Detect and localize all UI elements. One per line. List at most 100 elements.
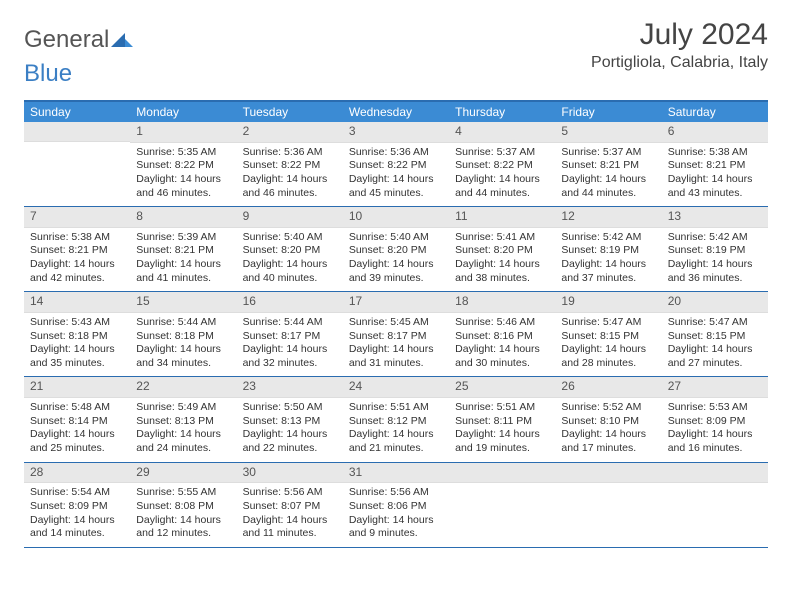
day-cell: 3Sunrise: 5:36 AMSunset: 8:22 PMDaylight… [343,122,449,206]
day-header: Monday [130,102,236,122]
day-number: 17 [343,292,449,313]
sunset-text: Sunset: 8:09 PM [668,415,762,429]
title-block: July 2024 Portigliola, Calabria, Italy [591,18,768,72]
day-info: Sunrise: 5:53 AMSunset: 8:09 PMDaylight:… [662,398,768,462]
daylight-text: Daylight: 14 hours and 31 minutes. [349,343,443,370]
sunset-text: Sunset: 8:21 PM [30,244,124,258]
sunset-text: Sunset: 8:17 PM [349,330,443,344]
logo: GeneralBlue [24,18,133,88]
daylight-text: Daylight: 14 hours and 25 minutes. [30,428,124,455]
sunrise-text: Sunrise: 5:42 AM [668,231,762,245]
day-cell: 5Sunrise: 5:37 AMSunset: 8:21 PMDaylight… [555,122,661,206]
day-number: 28 [24,463,130,484]
sunrise-text: Sunrise: 5:49 AM [136,401,230,415]
sunrise-text: Sunrise: 5:39 AM [136,231,230,245]
day-number: 7 [24,207,130,228]
sunrise-text: Sunrise: 5:56 AM [349,486,443,500]
sunrise-text: Sunrise: 5:35 AM [136,146,230,160]
sunrise-text: Sunrise: 5:54 AM [30,486,124,500]
daylight-text: Daylight: 14 hours and 37 minutes. [561,258,655,285]
daylight-text: Daylight: 14 hours and 39 minutes. [349,258,443,285]
daylight-text: Daylight: 14 hours and 40 minutes. [243,258,337,285]
day-info: Sunrise: 5:44 AMSunset: 8:17 PMDaylight:… [237,313,343,377]
day-cell [449,463,555,547]
day-cell: 8Sunrise: 5:39 AMSunset: 8:21 PMDaylight… [130,207,236,291]
day-info: Sunrise: 5:42 AMSunset: 8:19 PMDaylight:… [555,228,661,292]
day-number: 26 [555,377,661,398]
daylight-text: Daylight: 14 hours and 34 minutes. [136,343,230,370]
day-cell: 26Sunrise: 5:52 AMSunset: 8:10 PMDayligh… [555,377,661,461]
daylight-text: Daylight: 14 hours and 9 minutes. [349,514,443,541]
day-number [662,463,768,483]
sunset-text: Sunset: 8:21 PM [136,244,230,258]
day-cell: 12Sunrise: 5:42 AMSunset: 8:19 PMDayligh… [555,207,661,291]
sunrise-text: Sunrise: 5:38 AM [30,231,124,245]
week-row: 1Sunrise: 5:35 AMSunset: 8:22 PMDaylight… [24,122,768,207]
sunrise-text: Sunrise: 5:42 AM [561,231,655,245]
day-cell: 19Sunrise: 5:47 AMSunset: 8:15 PMDayligh… [555,292,661,376]
day-info: Sunrise: 5:38 AMSunset: 8:21 PMDaylight:… [662,143,768,207]
weeks-container: 1Sunrise: 5:35 AMSunset: 8:22 PMDaylight… [24,122,768,548]
day-number: 23 [237,377,343,398]
daylight-text: Daylight: 14 hours and 45 minutes. [349,173,443,200]
day-cell: 18Sunrise: 5:46 AMSunset: 8:16 PMDayligh… [449,292,555,376]
day-info: Sunrise: 5:35 AMSunset: 8:22 PMDaylight:… [130,143,236,207]
day-info: Sunrise: 5:36 AMSunset: 8:22 PMDaylight:… [343,143,449,207]
daylight-text: Daylight: 14 hours and 44 minutes. [561,173,655,200]
day-number [24,122,130,142]
day-cell: 15Sunrise: 5:44 AMSunset: 8:18 PMDayligh… [130,292,236,376]
day-info: Sunrise: 5:38 AMSunset: 8:21 PMDaylight:… [24,228,130,292]
day-cell: 30Sunrise: 5:56 AMSunset: 8:07 PMDayligh… [237,463,343,547]
day-cell: 23Sunrise: 5:50 AMSunset: 8:13 PMDayligh… [237,377,343,461]
daylight-text: Daylight: 14 hours and 28 minutes. [561,343,655,370]
day-cell: 20Sunrise: 5:47 AMSunset: 8:15 PMDayligh… [662,292,768,376]
day-number: 3 [343,122,449,143]
day-cell: 22Sunrise: 5:49 AMSunset: 8:13 PMDayligh… [130,377,236,461]
day-header: Sunday [24,102,130,122]
sunset-text: Sunset: 8:16 PM [455,330,549,344]
sunset-text: Sunset: 8:19 PM [668,244,762,258]
day-info: Sunrise: 5:51 AMSunset: 8:11 PMDaylight:… [449,398,555,462]
day-number: 20 [662,292,768,313]
sunset-text: Sunset: 8:20 PM [243,244,337,258]
day-number: 29 [130,463,236,484]
header: GeneralBlue July 2024 Portigliola, Calab… [24,18,768,88]
sunset-text: Sunset: 8:22 PM [455,159,549,173]
day-cell: 1Sunrise: 5:35 AMSunset: 8:22 PMDaylight… [130,122,236,206]
day-info: Sunrise: 5:47 AMSunset: 8:15 PMDaylight:… [662,313,768,377]
sunset-text: Sunset: 8:18 PM [136,330,230,344]
logo-text: GeneralBlue [24,26,133,88]
sunset-text: Sunset: 8:22 PM [243,159,337,173]
sunrise-text: Sunrise: 5:36 AM [243,146,337,160]
sunrise-text: Sunrise: 5:56 AM [243,486,337,500]
day-cell [24,122,130,206]
sunset-text: Sunset: 8:18 PM [30,330,124,344]
daylight-text: Daylight: 14 hours and 30 minutes. [455,343,549,370]
day-header: Wednesday [343,102,449,122]
sunrise-text: Sunrise: 5:51 AM [455,401,549,415]
sunrise-text: Sunrise: 5:36 AM [349,146,443,160]
daylight-text: Daylight: 14 hours and 46 minutes. [243,173,337,200]
calendar: Sunday Monday Tuesday Wednesday Thursday… [24,100,768,548]
day-number: 11 [449,207,555,228]
day-cell: 4Sunrise: 5:37 AMSunset: 8:22 PMDaylight… [449,122,555,206]
day-cell: 21Sunrise: 5:48 AMSunset: 8:14 PMDayligh… [24,377,130,461]
logo-part1: General [24,26,109,53]
day-cell: 7Sunrise: 5:38 AMSunset: 8:21 PMDaylight… [24,207,130,291]
day-info: Sunrise: 5:50 AMSunset: 8:13 PMDaylight:… [237,398,343,462]
sunrise-text: Sunrise: 5:53 AM [668,401,762,415]
sunset-text: Sunset: 8:15 PM [668,330,762,344]
day-info: Sunrise: 5:55 AMSunset: 8:08 PMDaylight:… [130,483,236,547]
sunrise-text: Sunrise: 5:52 AM [561,401,655,415]
logo-sail-icon [111,26,133,54]
day-number: 24 [343,377,449,398]
day-cell: 11Sunrise: 5:41 AMSunset: 8:20 PMDayligh… [449,207,555,291]
day-number [555,463,661,483]
sunset-text: Sunset: 8:12 PM [349,415,443,429]
day-header: Thursday [449,102,555,122]
location: Portigliola, Calabria, Italy [591,54,768,72]
daylight-text: Daylight: 14 hours and 21 minutes. [349,428,443,455]
sunset-text: Sunset: 8:08 PM [136,500,230,514]
day-cell: 6Sunrise: 5:38 AMSunset: 8:21 PMDaylight… [662,122,768,206]
day-info: Sunrise: 5:56 AMSunset: 8:07 PMDaylight:… [237,483,343,547]
